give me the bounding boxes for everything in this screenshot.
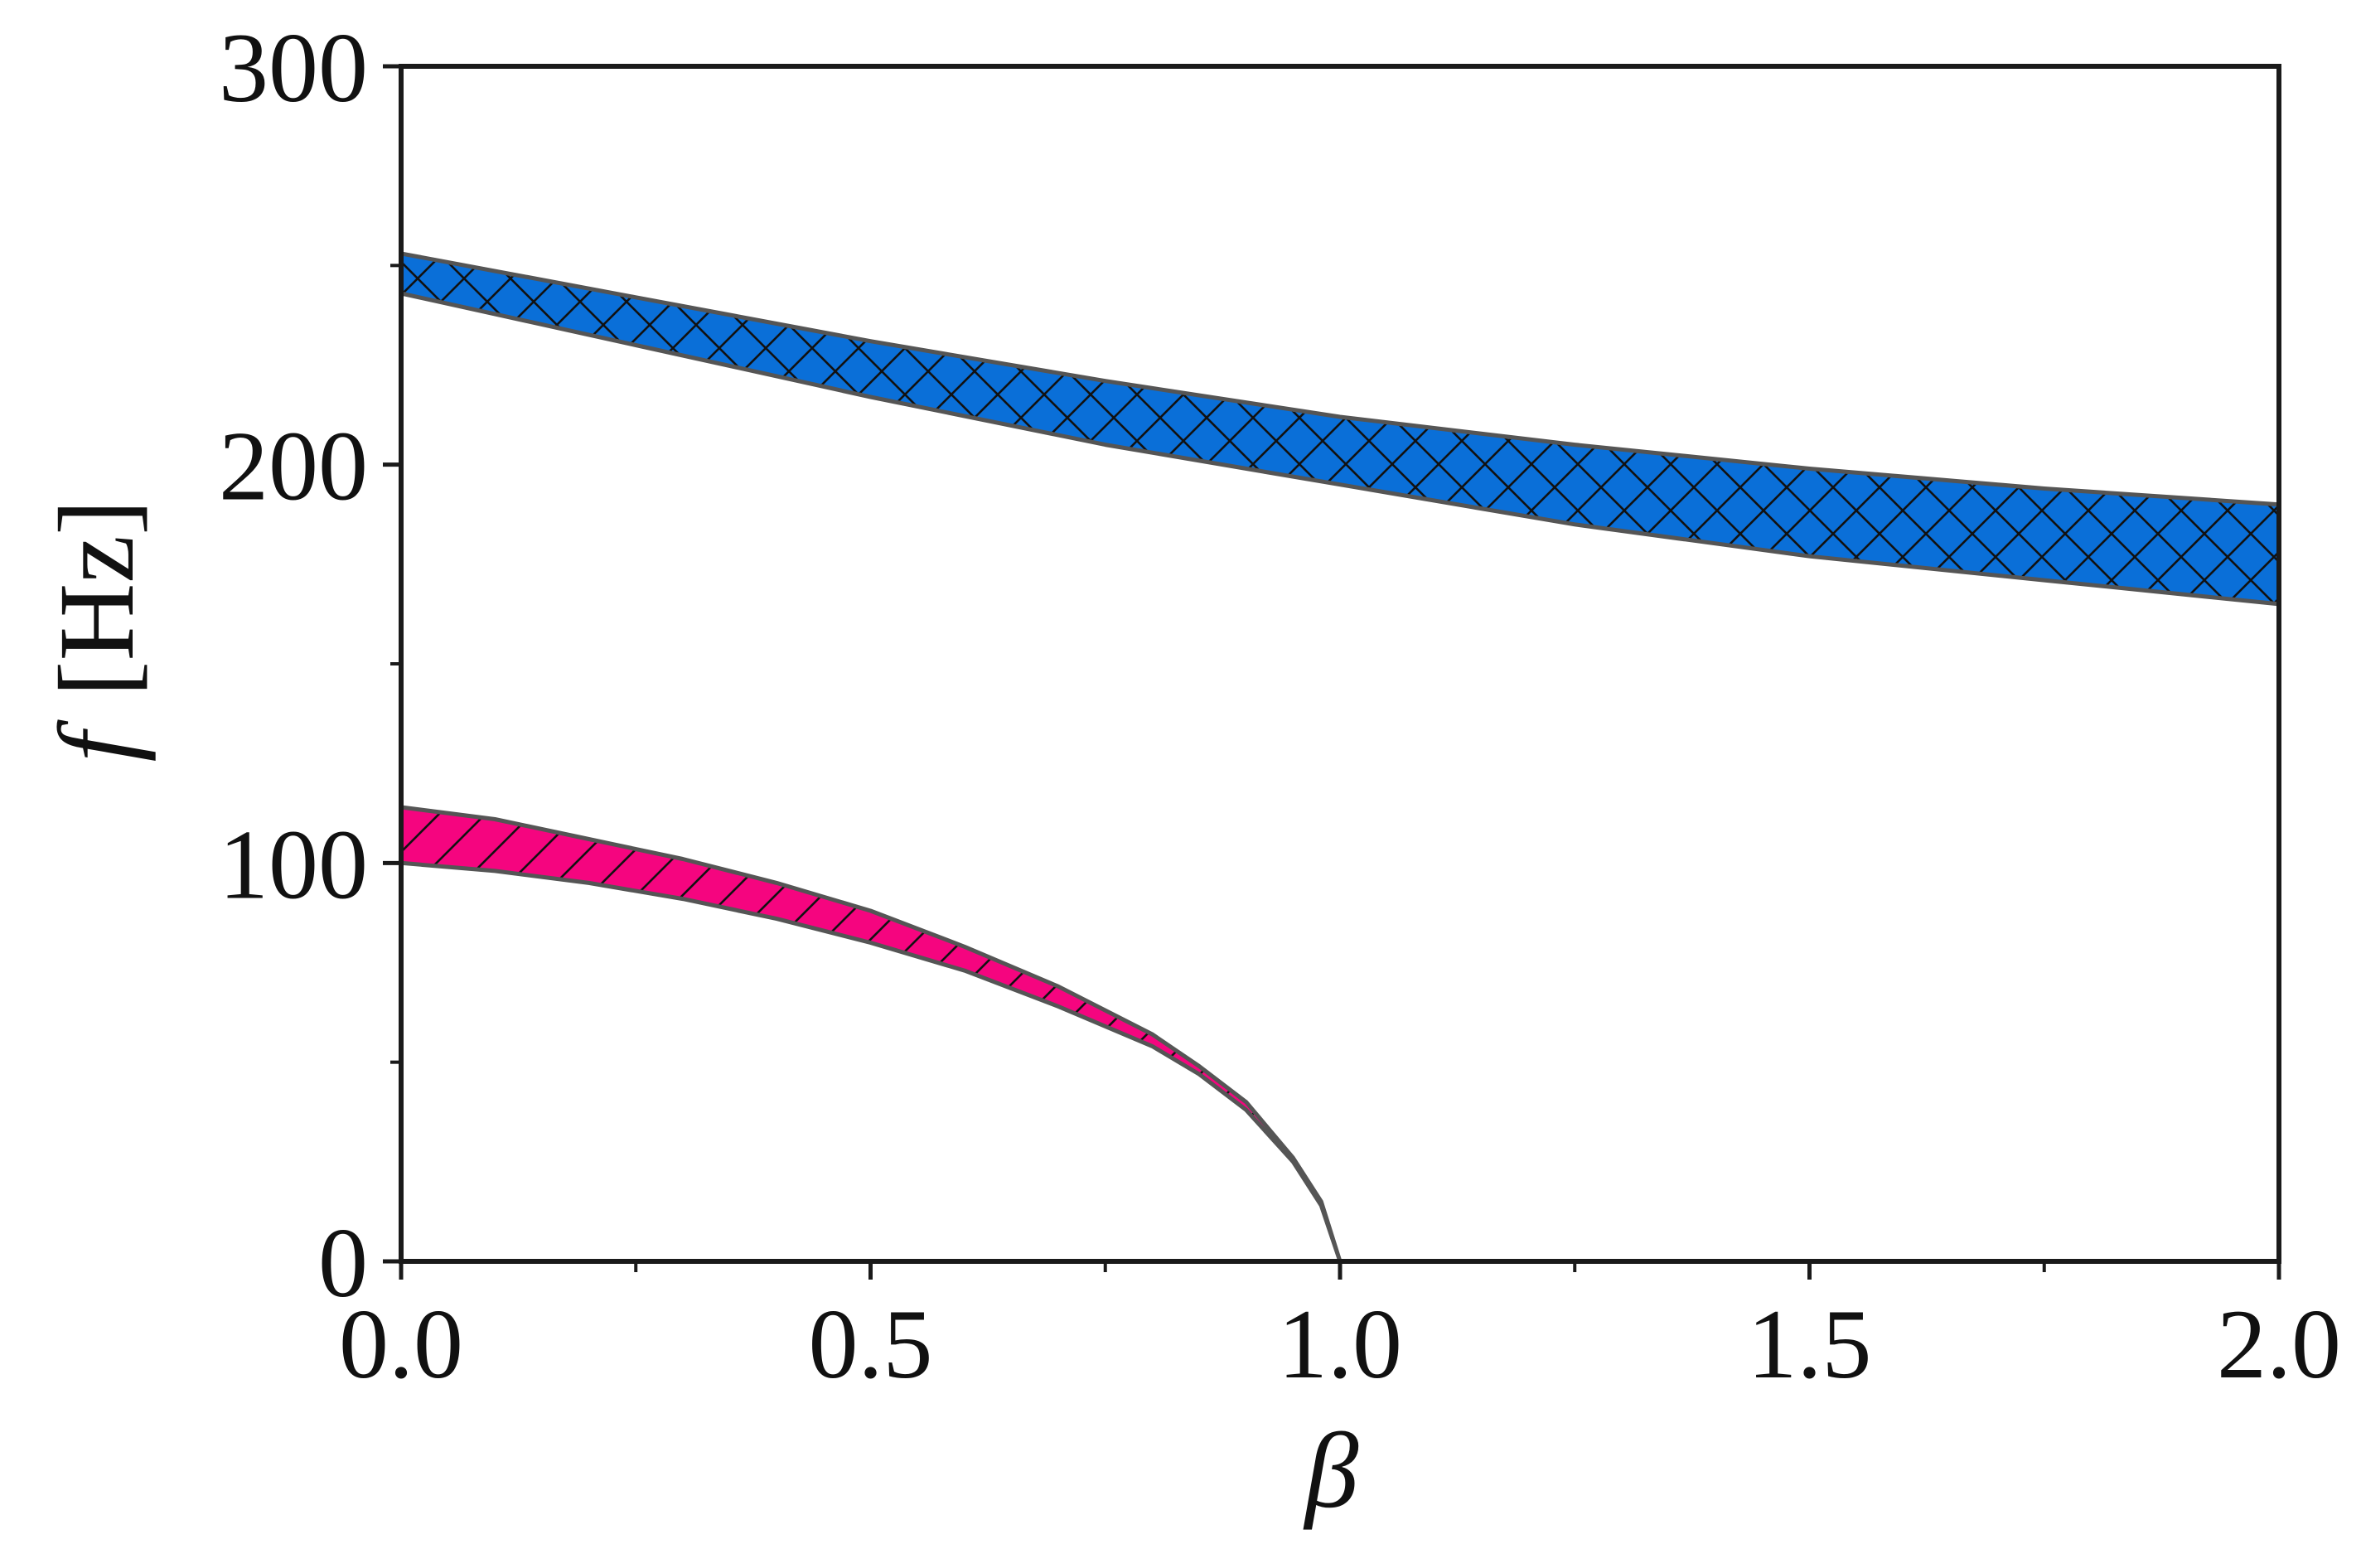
tick-labels-layer: 0.0 0.5 1.0 1.5 2.0 0 100 200 300: [219, 12, 2341, 1399]
y-axis-symbol: f: [37, 719, 157, 762]
plot-frame: [399, 64, 2281, 1264]
x-tick-label: 0.5: [809, 1289, 933, 1399]
band-1-hatch: [399, 251, 2281, 607]
y-tick-label: 200: [219, 411, 368, 521]
ticks-layer: [383, 64, 2281, 1280]
band-2: [399, 805, 1343, 1264]
x-axis-label: β: [1303, 1411, 1359, 1531]
y-tick-label: 100: [219, 809, 368, 919]
band-1: [399, 251, 2281, 607]
y-tick-label: 0: [318, 1207, 368, 1318]
x-tick-label: 1.0: [1278, 1289, 1402, 1399]
y-axis-label: f [Hz]: [37, 500, 157, 762]
x-tick-label: 0.0: [339, 1289, 463, 1399]
x-axis-label-text: β: [1303, 1411, 1359, 1531]
x-tick-label: 2.0: [2217, 1289, 2341, 1399]
x-tick-label: 1.5: [1748, 1289, 1872, 1399]
band-2-hatch: [399, 805, 1343, 1264]
y-tick-label: 300: [219, 12, 368, 123]
bands-layer: [399, 251, 2281, 1264]
y-axis-unit: [Hz]: [37, 500, 157, 697]
